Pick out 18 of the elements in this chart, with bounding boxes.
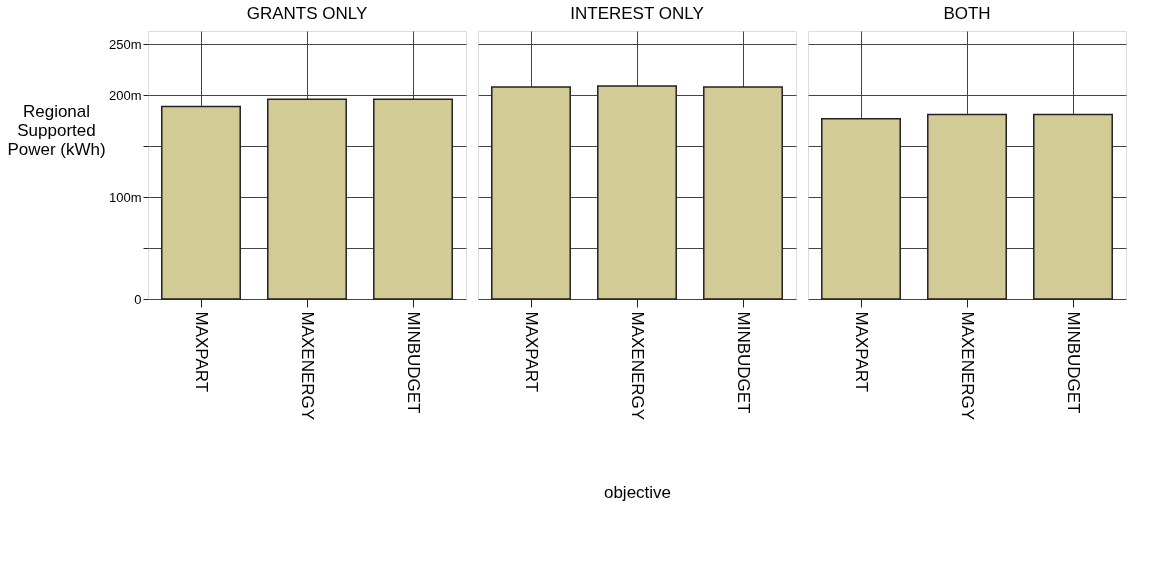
x-tick-label: MINBUDGET [734, 311, 753, 414]
x-tick-label: MAXENERGY [628, 311, 647, 421]
y-tick-label: 250m [108, 36, 142, 52]
x-tick-label: MINBUDGET [1064, 311, 1083, 414]
chart-title: BOTH [943, 4, 991, 23]
y-tick-label: 0 [134, 291, 142, 307]
y-tick-label: 100m [108, 189, 142, 205]
x-tick-label: MAXPART [522, 311, 541, 393]
y-tick-label: 200m [108, 87, 142, 103]
x-tick-label: MAXPART [192, 311, 211, 393]
x-tick-label: MAXENERGY [958, 311, 977, 421]
x-axis-title: objective [603, 483, 672, 503]
chart-title: GRANTS ONLY [246, 4, 368, 23]
x-tick-label: MAXENERGY [298, 311, 317, 421]
y-axis-title: Regional Supported Power (kWh) [7, 101, 106, 159]
x-tick-label: MAXPART [852, 311, 871, 393]
chart-title: INTEREST ONLY [570, 4, 704, 23]
x-tick-label: MINBUDGET [404, 311, 423, 414]
